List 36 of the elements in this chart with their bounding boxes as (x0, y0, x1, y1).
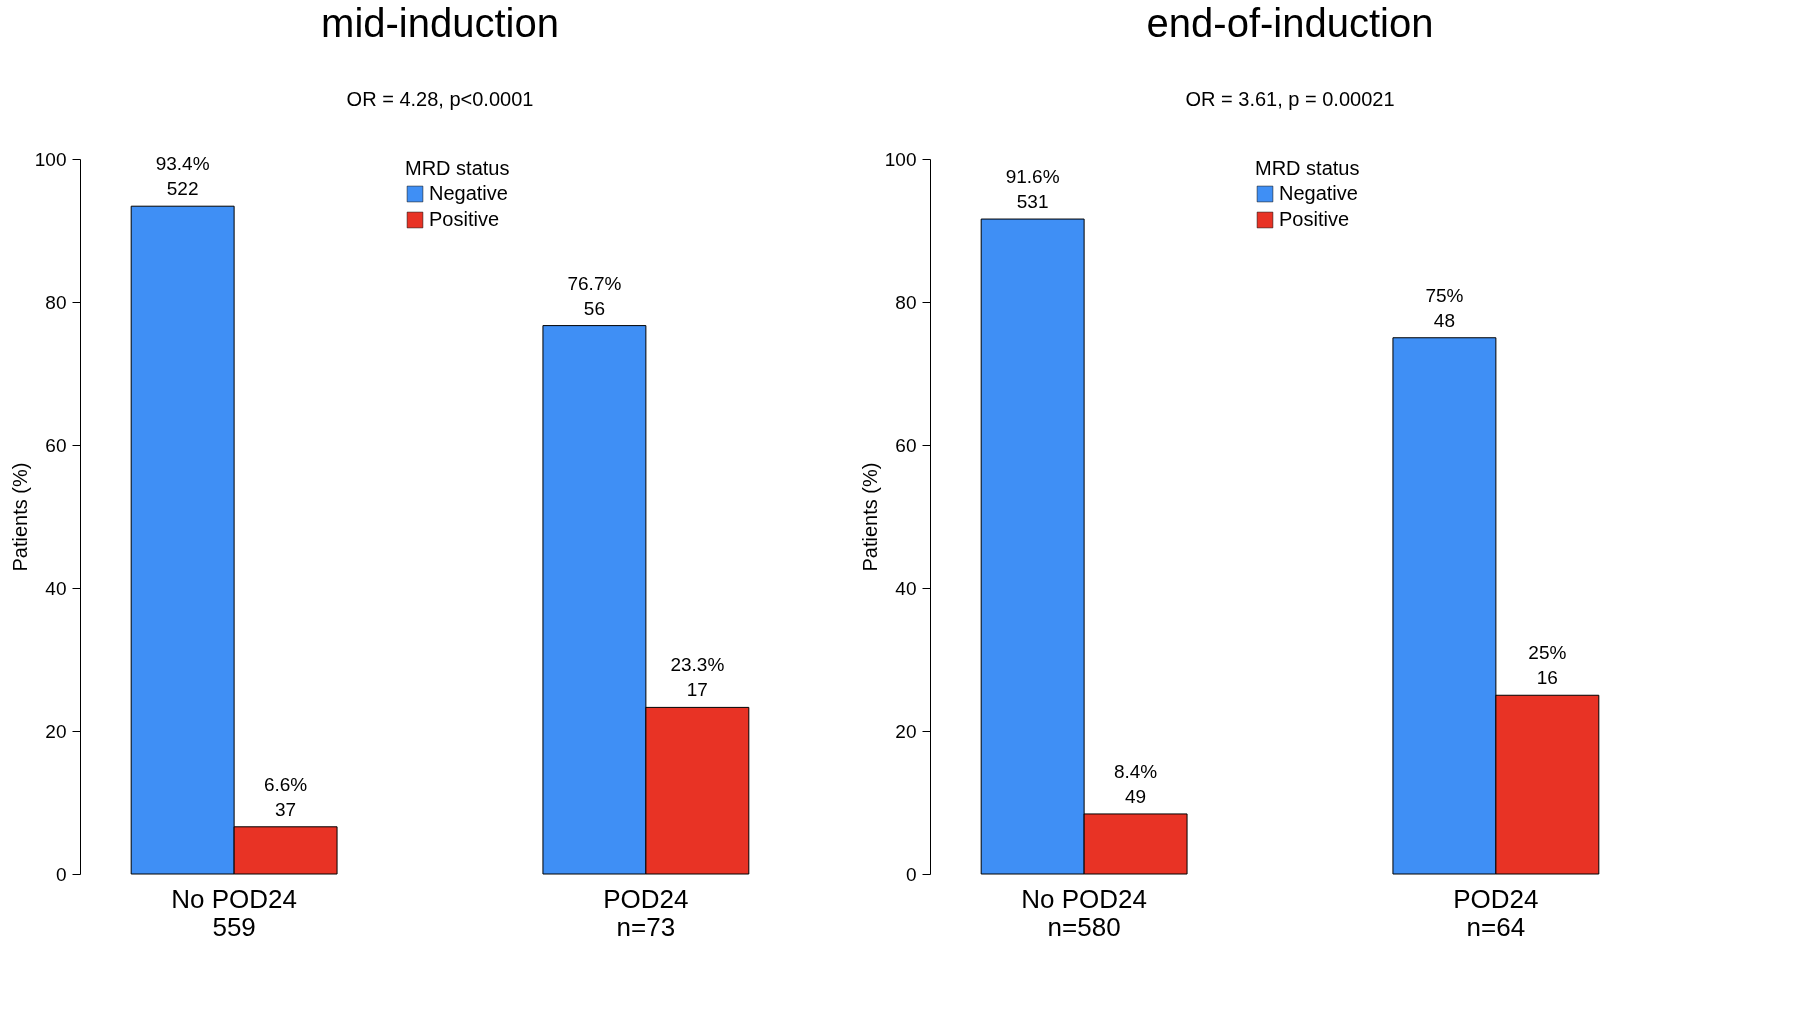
text: OR = 3.61, p = 0.00021 (1185, 88, 1395, 110)
data-label: 6.6% 37 (263, 773, 308, 820)
data-label: 23.3% 17 (670, 654, 725, 701)
legend-label: Positive (1279, 208, 1350, 230)
y-axis-title: Patients (%) (8, 462, 31, 572)
y-tick-label: 60 (895, 434, 917, 456)
y-tick-label: 0 (55, 863, 67, 885)
y-tick-label: 100 (34, 148, 67, 170)
x-tick-label: No POD24 559 (171, 883, 297, 942)
data-label: 91.6% 531 (1005, 166, 1060, 213)
x-tick-label: POD24 n=64 (1453, 883, 1539, 942)
y-tick-label: 80 (45, 291, 67, 313)
legend-label: Negative (429, 182, 508, 204)
legend-label: Positive (429, 208, 500, 230)
y-tick-label: 40 (45, 577, 67, 599)
data-label: 25% 16 (1528, 642, 1567, 689)
text: OR = 4.28, p<0.0001 (346, 88, 534, 110)
y-tick-label: 80 (895, 291, 917, 313)
y-tick-label: 0 (905, 863, 917, 885)
y-axis-title: Patients (%) (858, 462, 881, 572)
data-label: 75% 48 (1425, 284, 1464, 331)
y-tick-label: 20 (45, 720, 67, 742)
x-tick-label: POD24 n=73 (603, 883, 689, 942)
x-tick-label: No POD24 n=580 (1021, 883, 1147, 942)
chart-title: end-of-induction (1146, 1, 1434, 45)
y-tick-label: 40 (895, 577, 917, 599)
data-label: 93.4% 522 (155, 153, 210, 200)
legend-title: MRD status (405, 157, 510, 179)
y-tick-label: 20 (895, 720, 917, 742)
y-tick-label: 60 (45, 434, 67, 456)
data-label: 8.4% 49 (1113, 760, 1158, 807)
legend-title: MRD status (1255, 157, 1360, 179)
data-label: 76.7% 56 (567, 272, 622, 319)
y-tick-label: 100 (884, 148, 917, 170)
chart-title: mid-induction (321, 1, 559, 45)
legend-label: Negative (1279, 182, 1358, 204)
